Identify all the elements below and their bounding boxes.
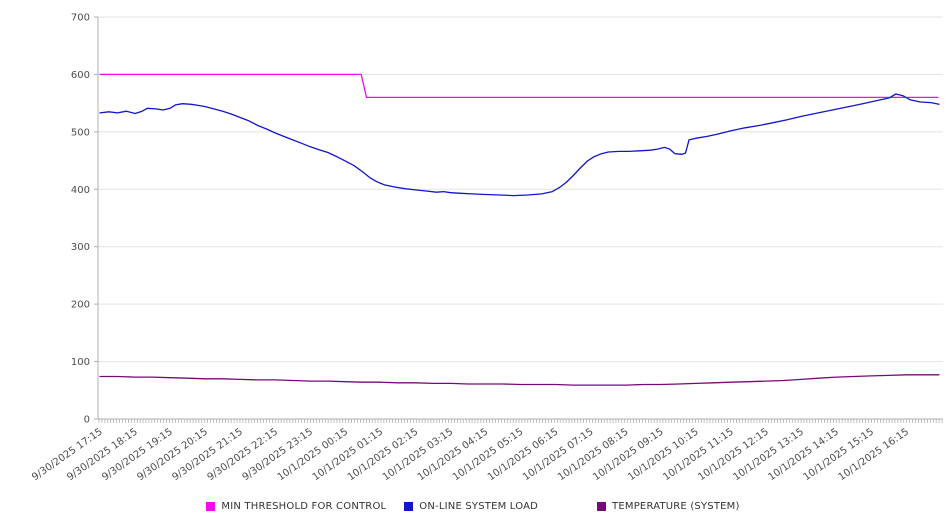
legend-item: MIN THRESHOLD FOR CONTROL [206, 501, 386, 512]
y-tick-label: 200 [71, 300, 90, 311]
y-tick-label: 500 [71, 127, 90, 138]
series-line-1 [99, 93, 940, 197]
legend-label: MIN THRESHOLD FOR CONTROL [221, 500, 387, 512]
legend-item: ON-LINE SYSTEM LOAD [404, 501, 538, 512]
y-tick-label: 0 [84, 415, 90, 426]
series-line-2 [99, 374, 940, 386]
y-tick-label: 300 [71, 242, 90, 253]
series-line-0 [99, 73, 939, 99]
y-tick-label: 100 [71, 357, 90, 368]
y-tick-label: 600 [71, 70, 90, 81]
legend-label: ON-LINE SYSTEM LOAD [419, 500, 539, 512]
legend-swatch-icon [404, 501, 414, 511]
legend-label: TEMPERATURE (SYSTEM) [612, 500, 740, 512]
legend-swatch-icon [206, 501, 216, 511]
legend-swatch-icon [597, 501, 607, 511]
legend-item: TEMPERATURE (SYSTEM) [597, 501, 740, 512]
y-tick-label: 400 [71, 185, 90, 196]
chart-legend: MIN THRESHOLD FOR CONTROL ON-LINE SYSTEM … [0, 494, 946, 518]
y-tick-label: 700 [71, 13, 90, 24]
